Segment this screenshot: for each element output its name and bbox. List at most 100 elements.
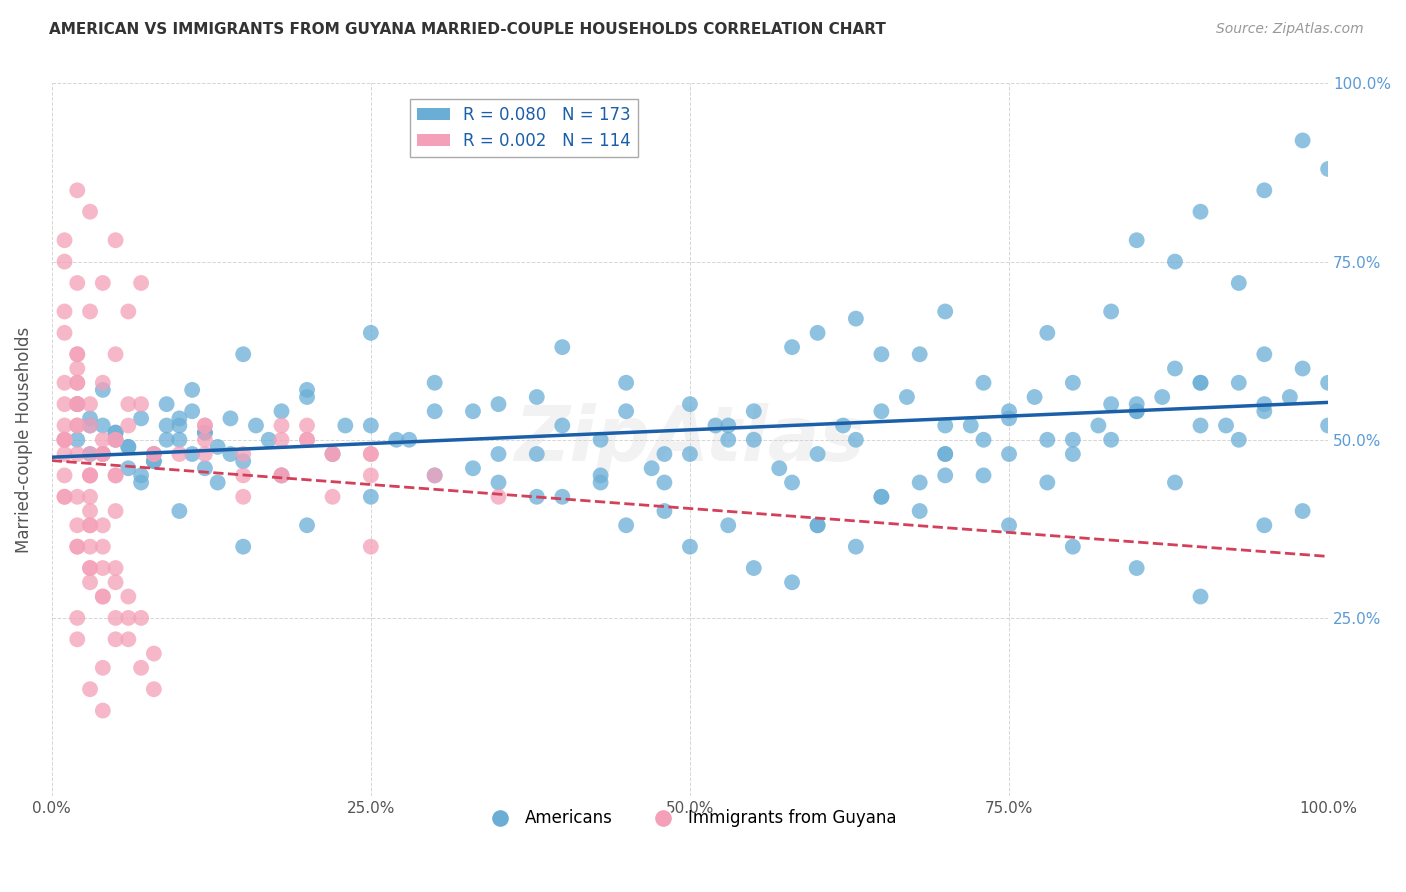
Point [461, 404, 484, 418]
Point [295, 383, 318, 397]
Point [998, 447, 1021, 461]
Point [104, 468, 127, 483]
Point [66, 347, 89, 361]
Point [91, 561, 114, 575]
Point [104, 468, 127, 483]
Point [423, 376, 446, 390]
Point [845, 311, 868, 326]
Point [79, 575, 101, 590]
Point [908, 504, 931, 518]
Point [1317, 418, 1340, 433]
Point [934, 418, 956, 433]
Point [156, 397, 179, 411]
Point [998, 404, 1021, 418]
Point [526, 490, 548, 504]
Point [1099, 397, 1122, 411]
Point [142, 454, 165, 468]
Point [66, 632, 89, 647]
Point [194, 425, 217, 440]
Point [104, 425, 127, 440]
Point [79, 304, 101, 318]
Point [91, 518, 114, 533]
Point [142, 447, 165, 461]
Point [896, 390, 918, 404]
Point [1062, 433, 1084, 447]
Point [526, 390, 548, 404]
Point [806, 326, 828, 340]
Point [194, 433, 217, 447]
Point [117, 632, 139, 647]
Point [91, 447, 114, 461]
Point [1125, 561, 1147, 575]
Point [91, 433, 114, 447]
Point [959, 418, 981, 433]
Point [232, 454, 254, 468]
Point [129, 468, 152, 483]
Point [66, 611, 89, 625]
Point [194, 461, 217, 475]
Point [640, 461, 662, 475]
Point [654, 447, 676, 461]
Point [614, 404, 637, 418]
Point [270, 418, 292, 433]
Point [998, 518, 1021, 533]
Point [360, 447, 382, 461]
Point [53, 468, 76, 483]
Text: Source: ZipAtlas.com: Source: ZipAtlas.com [1216, 22, 1364, 37]
Point [717, 518, 740, 533]
Point [322, 447, 344, 461]
Point [91, 661, 114, 675]
Point [322, 447, 344, 461]
Point [780, 475, 803, 490]
Point [806, 447, 828, 461]
Point [129, 397, 152, 411]
Point [1125, 233, 1147, 247]
Point [551, 490, 574, 504]
Point [1062, 447, 1084, 461]
Point [589, 475, 612, 490]
Point [423, 468, 446, 483]
Point [322, 447, 344, 461]
Point [104, 433, 127, 447]
Point [66, 540, 89, 554]
Point [66, 418, 89, 433]
Point [360, 418, 382, 433]
Point [679, 397, 702, 411]
Point [270, 468, 292, 483]
Point [117, 304, 139, 318]
Point [66, 447, 89, 461]
Point [129, 661, 152, 675]
Point [91, 276, 114, 290]
Point [194, 425, 217, 440]
Point [53, 433, 76, 447]
Point [270, 468, 292, 483]
Point [780, 575, 803, 590]
Point [53, 326, 76, 340]
Point [742, 404, 765, 418]
Point [1189, 376, 1212, 390]
Point [488, 397, 510, 411]
Point [91, 447, 114, 461]
Point [91, 704, 114, 718]
Point [614, 376, 637, 390]
Point [870, 404, 893, 418]
Point [53, 418, 76, 433]
Point [79, 561, 101, 575]
Point [91, 540, 114, 554]
Point [1087, 418, 1109, 433]
Point [360, 540, 382, 554]
Point [142, 447, 165, 461]
Point [66, 376, 89, 390]
Point [129, 475, 152, 490]
Point [142, 682, 165, 697]
Point [66, 397, 89, 411]
Point [117, 440, 139, 454]
Point [1125, 397, 1147, 411]
Point [526, 447, 548, 461]
Point [488, 490, 510, 504]
Point [934, 304, 956, 318]
Point [1164, 361, 1187, 376]
Point [117, 397, 139, 411]
Point [219, 411, 242, 425]
Point [53, 447, 76, 461]
